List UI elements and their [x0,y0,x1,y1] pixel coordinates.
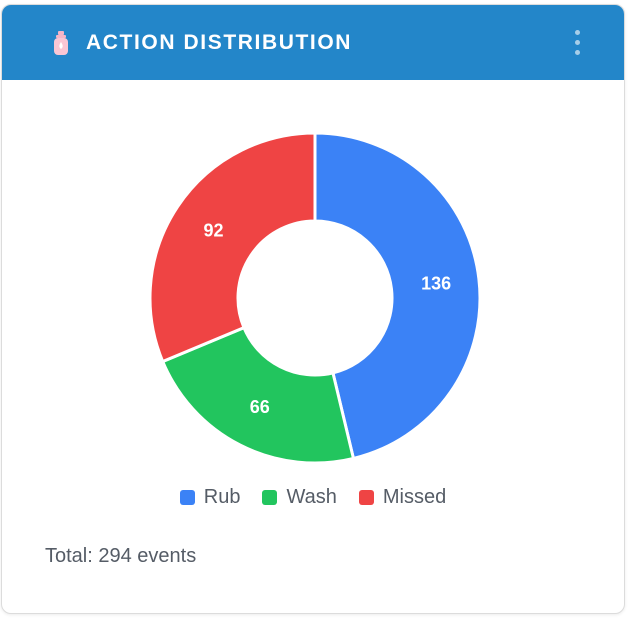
legend-label-wash: Wash [286,486,337,508]
kebab-menu-icon [575,30,580,35]
card-header: ACTION DISTRIBUTION [2,5,624,80]
legend-swatch-wash [262,490,278,505]
total-events-text: Total: 294 events [45,545,197,567]
donut-label-rub: 136 [421,274,451,294]
donut-label-missed: 92 [203,220,223,240]
legend-item-wash[interactable]: Wash [262,486,337,509]
donut-slice-wash[interactable] [160,325,356,465]
donut-label-wash: 66 [250,397,270,417]
chart-legend: Rub Wash Missed [2,486,624,509]
legend-label-missed: Missed [382,486,447,508]
card-title: ACTION DISTRIBUTION [86,31,353,54]
hand-sanitizer-icon [54,31,68,55]
legend-swatch-missed [358,490,374,505]
legend-item-rub[interactable]: Rub [179,486,241,509]
more-options-button[interactable] [570,27,584,59]
kebab-menu-dot [575,40,580,45]
legend-item-missed[interactable]: Missed [358,486,447,509]
donut-slice-rub[interactable] [313,131,482,461]
donut-chart: 136 66 92 [148,131,482,465]
action-distribution-card: ACTION DISTRIBUTION 136 66 92 Rub Wash Mis… [1,4,625,614]
kebab-menu-dot [575,50,580,55]
legend-swatch-rub [179,490,195,505]
legend-label-rub: Rub [203,486,241,508]
donut-slice-missed[interactable] [148,131,317,364]
